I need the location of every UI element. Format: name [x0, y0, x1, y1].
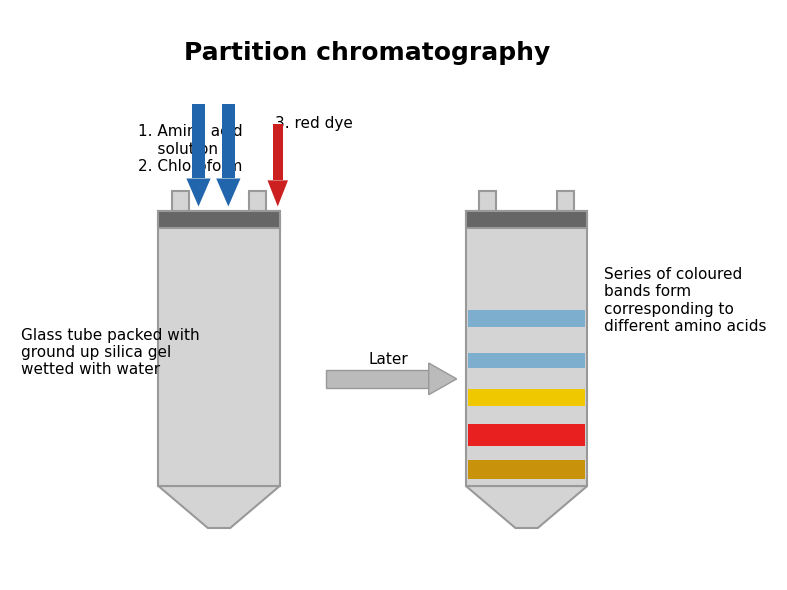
Bar	[158, 211, 279, 486]
Bar	[468, 310, 586, 327]
Bar	[466, 211, 587, 228]
Bar	[192, 104, 205, 179]
Bar	[479, 191, 497, 211]
Bar	[272, 124, 283, 181]
Bar	[172, 191, 189, 211]
Polygon shape	[268, 181, 288, 206]
Bar	[158, 211, 279, 228]
Text: Later: Later	[368, 352, 408, 367]
Bar	[326, 369, 429, 388]
Text: 1. Amino acid
    solution
2. Chloroform: 1. Amino acid solution 2. Chloroform	[138, 124, 242, 174]
Bar	[468, 353, 586, 368]
Polygon shape	[216, 179, 241, 206]
Polygon shape	[187, 179, 211, 206]
Bar	[468, 389, 586, 406]
Polygon shape	[158, 486, 279, 528]
Bar	[222, 104, 235, 179]
Bar	[466, 211, 587, 486]
Bar	[557, 191, 574, 211]
Bar	[468, 460, 586, 478]
Bar	[249, 191, 266, 211]
Bar	[468, 424, 586, 446]
Text: Series of coloured
bands form
corresponding to
different amino acids: Series of coloured bands form correspond…	[604, 267, 767, 335]
Text: Partition chromatography: Partition chromatography	[183, 41, 550, 64]
Polygon shape	[429, 363, 456, 395]
Text: Glass tube packed with
ground up silica gel
wetted with water: Glass tube packed with ground up silica …	[20, 327, 199, 378]
Text: 3. red dye: 3. red dye	[275, 116, 353, 131]
Polygon shape	[466, 486, 587, 528]
